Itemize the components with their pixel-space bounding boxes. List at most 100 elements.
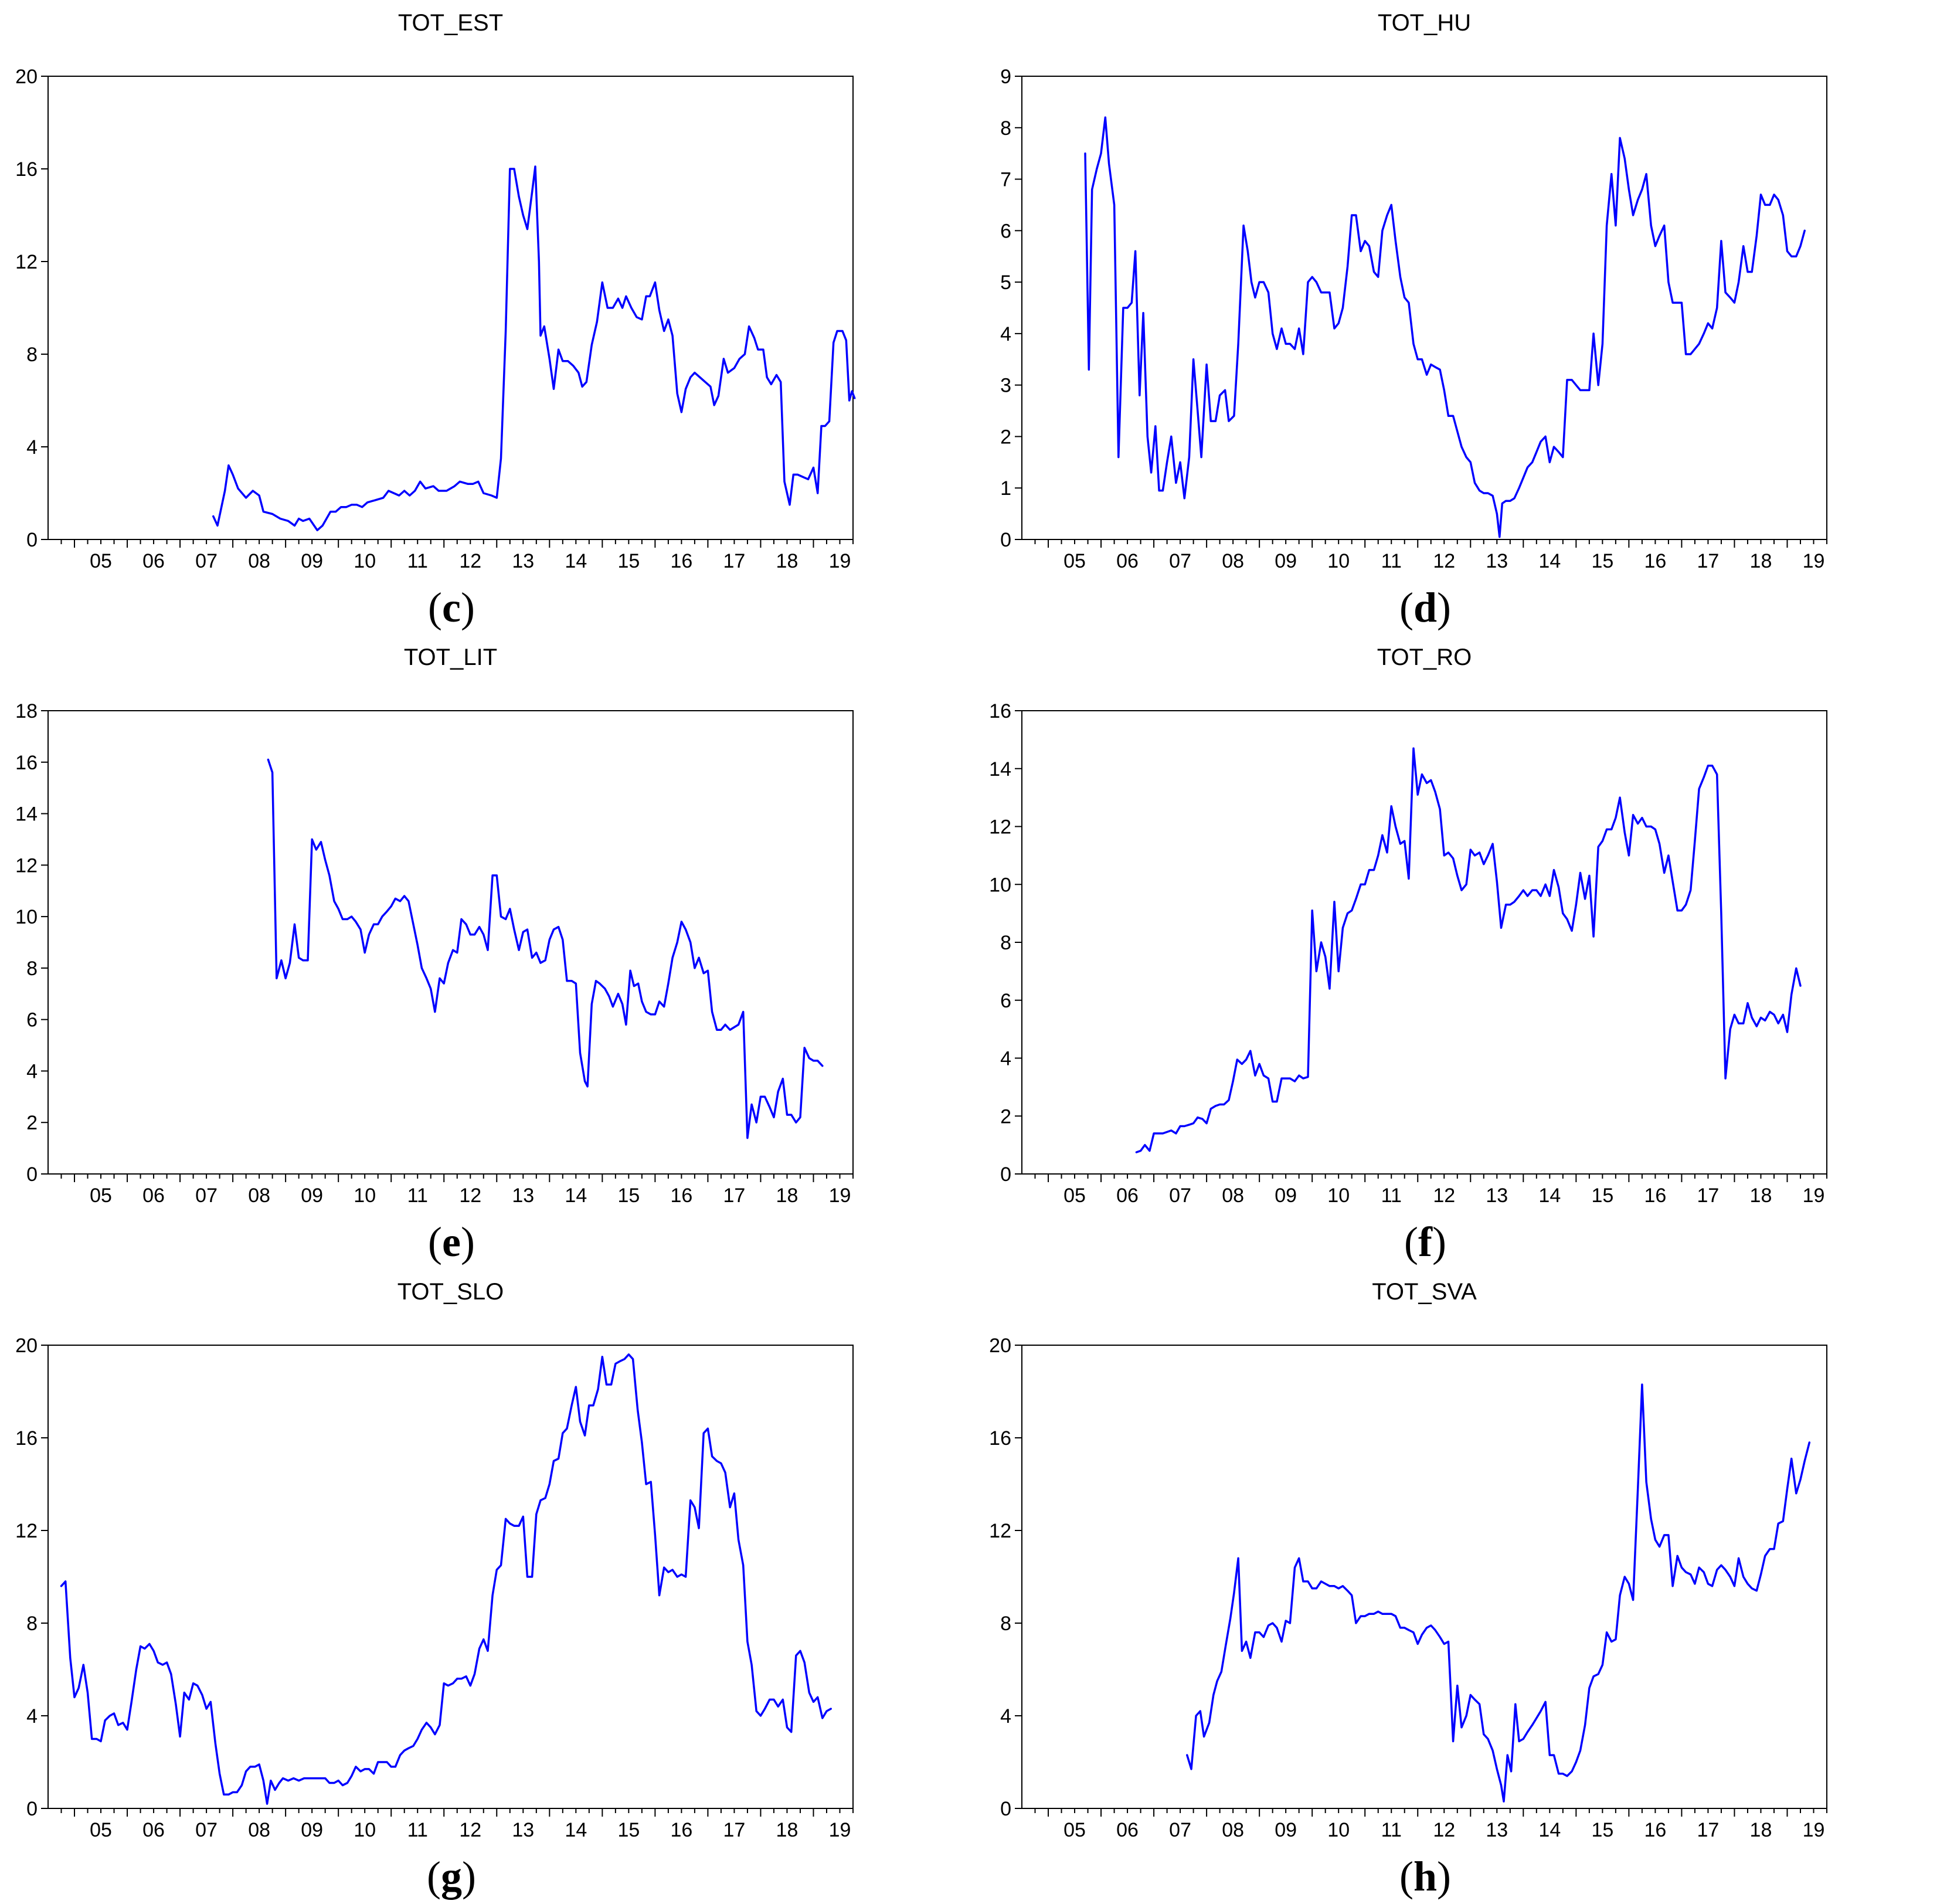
panel-label: (c) [428, 584, 475, 631]
y-tick-label: 8 [26, 1613, 38, 1635]
x-tick-label: 19 [1803, 1185, 1825, 1207]
chart-title: TOT_SLO [397, 1279, 504, 1305]
x-tick-label: 06 [1116, 1819, 1139, 1841]
y-tick-label: 4 [26, 436, 38, 459]
x-tick-label: 10 [1327, 1185, 1350, 1207]
y-tick-label: 0 [1000, 1798, 1011, 1820]
x-tick-label: 13 [1486, 1185, 1508, 1207]
y-tick-label: 4 [1000, 1048, 1011, 1070]
x-tick-label: 12 [459, 1819, 481, 1841]
panel-label: (g) [427, 1853, 476, 1900]
x-tick-label: 19 [829, 550, 851, 572]
x-tick-label: 10 [354, 550, 376, 572]
y-tick-label: 2 [1000, 426, 1011, 448]
x-tick-label: 09 [1275, 1819, 1297, 1841]
x-tick-label: 16 [1644, 1185, 1666, 1207]
y-tick-label: 20 [15, 66, 38, 88]
x-tick-label: 14 [1538, 1185, 1561, 1207]
x-tick-label: 15 [617, 550, 640, 572]
x-tick-label: 13 [512, 1819, 534, 1841]
x-tick-label: 08 [248, 1185, 270, 1207]
x-tick-label: 06 [142, 1819, 165, 1841]
x-tick-label: 15 [1591, 550, 1613, 572]
x-tick-label: 17 [1697, 1819, 1720, 1841]
y-tick-label: 16 [989, 1427, 1011, 1450]
y-tick-label: 14 [15, 803, 38, 826]
y-tick-label: 8 [26, 958, 38, 980]
x-tick-label: 09 [1275, 550, 1297, 572]
x-tick-label: 10 [1327, 550, 1350, 572]
chart-panel-c: TOT_EST 0 4 8 12 16 20 05 06 07 08 09 10 11 12 13 14 15 16… [15, 10, 856, 631]
x-tick-label: 07 [1169, 1185, 1191, 1207]
x-tick-label: 05 [90, 1819, 112, 1841]
x-tick-label: 08 [1222, 550, 1244, 572]
y-tick-label: 16 [15, 752, 38, 774]
x-tick-label: 06 [1116, 1185, 1139, 1207]
x-tick-label: 12 [459, 550, 481, 572]
series-line [60, 1353, 832, 1805]
x-tick-label: 17 [723, 1185, 746, 1207]
y-tick-label: 20 [989, 1335, 1011, 1357]
x-tick-label: 18 [776, 550, 798, 572]
y-tick-label: 16 [15, 1427, 38, 1450]
y-tick-label: 1 [1000, 477, 1011, 500]
y-tick-label: 2 [26, 1112, 38, 1134]
x-tick-label: 09 [301, 550, 323, 572]
x-tick-label: 07 [1169, 550, 1191, 572]
x-tick-label: 15 [1591, 1819, 1613, 1841]
x-tick-label: 10 [1327, 1819, 1350, 1841]
y-tick-label: 4 [1000, 323, 1011, 345]
x-tick-label: 14 [565, 550, 587, 572]
y-tick-label: 3 [1000, 375, 1011, 397]
x-tick-label: 07 [195, 550, 218, 572]
series-line [212, 165, 856, 531]
chart-title: TOT_LIT [404, 644, 497, 670]
plot-frame [1021, 76, 1827, 540]
y-tick-label: 6 [1000, 220, 1011, 242]
x-tick-label: 11 [407, 1819, 428, 1841]
series-line [267, 758, 824, 1139]
x-tick-label: 17 [723, 1819, 746, 1841]
x-tick-label: 05 [90, 1185, 112, 1207]
x-tick-label: 07 [195, 1819, 218, 1841]
y-tick-label: 16 [989, 700, 1011, 722]
plot-frame [47, 76, 854, 540]
plot-frame [47, 710, 854, 1175]
x-tick-label: 11 [407, 1185, 428, 1207]
x-tick-label: 11 [1381, 550, 1402, 572]
x-tick-label: 06 [142, 1185, 165, 1207]
chart-panel-e: TOT_LIT 0 2 4 6 8 10 12 14 16 18 05 06 07 08 09 10 11 12 13… [15, 644, 854, 1265]
y-tick-label: 8 [26, 344, 38, 366]
x-tick-label: 09 [301, 1819, 323, 1841]
chart-title: TOT_EST [398, 10, 503, 36]
x-tick-label: 13 [1486, 550, 1508, 572]
panel-label: (f) [1404, 1219, 1446, 1265]
x-tick-label: 05 [90, 550, 112, 572]
x-tick-label: 08 [1222, 1819, 1244, 1841]
x-tick-label: 12 [1433, 550, 1455, 572]
y-tick-label: 4 [26, 1705, 38, 1727]
y-tick-label: 12 [989, 1520, 1011, 1542]
x-tick-label: 15 [617, 1819, 640, 1841]
x-tick-label: 15 [617, 1185, 640, 1207]
x-tick-label: 14 [1538, 1819, 1561, 1841]
x-tick-label: 17 [723, 550, 746, 572]
chart-title: TOT_SVA [1372, 1279, 1477, 1305]
x-tick-label: 11 [1381, 1819, 1402, 1841]
x-tick-label: 17 [1697, 550, 1720, 572]
x-tick-label: 14 [1538, 550, 1561, 572]
x-tick-label: 11 [1381, 1185, 1402, 1207]
x-tick-label: 19 [1803, 1819, 1825, 1841]
x-tick-label: 07 [1169, 1819, 1191, 1841]
chart-title: TOT_RO [1377, 644, 1472, 670]
y-tick-label: 8 [1000, 1613, 1011, 1635]
x-tick-label: 10 [354, 1819, 376, 1841]
x-tick-label: 18 [776, 1185, 798, 1207]
panel-label: (h) [1399, 1853, 1451, 1900]
y-tick-label: 4 [1000, 1705, 1011, 1727]
x-tick-label: 19 [829, 1185, 851, 1207]
y-tick-label: 0 [26, 529, 38, 551]
x-tick-label: 18 [1750, 1185, 1772, 1207]
x-tick-label: 11 [407, 550, 428, 572]
